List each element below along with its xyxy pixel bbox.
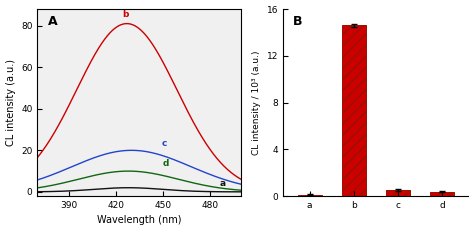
Bar: [430, 191, 454, 196]
Y-axis label: CL intensity / 10³ (a.u.): CL intensity / 10³ (a.u.): [252, 50, 261, 155]
Y-axis label: CL intensity (a.u.): CL intensity (a.u.): [6, 59, 16, 146]
Text: B: B: [292, 15, 302, 28]
Bar: [386, 190, 410, 196]
Text: A: A: [48, 15, 57, 28]
Text: b: b: [122, 10, 128, 19]
Text: a: a: [219, 179, 226, 188]
Bar: [342, 25, 366, 196]
Text: d: d: [163, 159, 169, 168]
X-axis label: Wavelength (nm): Wavelength (nm): [97, 216, 182, 225]
Bar: [298, 195, 322, 196]
Text: c: c: [162, 139, 167, 148]
